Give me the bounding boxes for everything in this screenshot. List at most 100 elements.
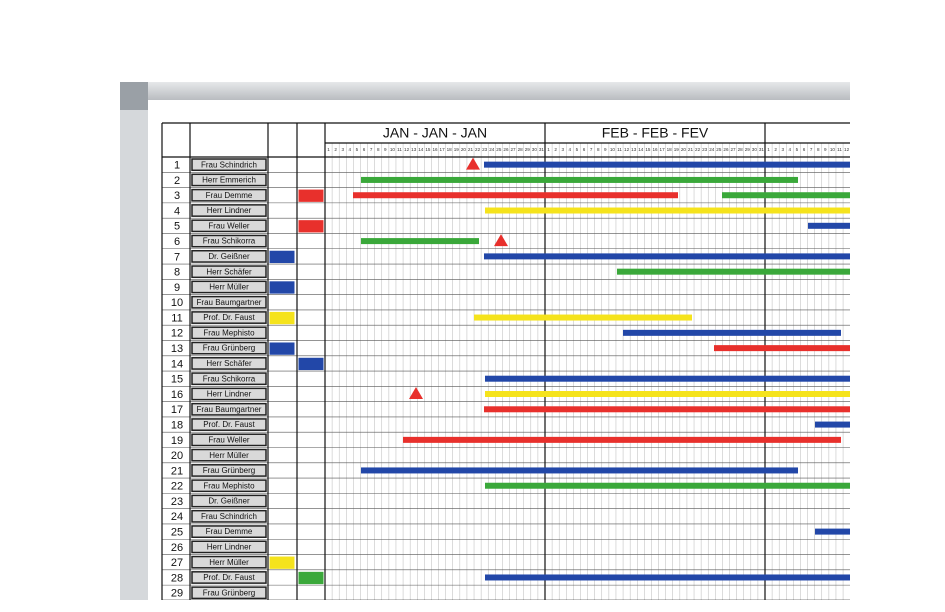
day-label: 10	[830, 147, 836, 152]
marker-block	[269, 556, 295, 569]
row-number: 12	[171, 328, 183, 340]
day-label: 2	[334, 147, 337, 152]
strip	[485, 375, 850, 382]
row-number: 26	[171, 542, 183, 554]
name-plate	[191, 494, 267, 508]
row-name: Frau Grünberg	[203, 588, 255, 597]
day-label: 9	[384, 147, 387, 152]
day-label: 24	[489, 147, 495, 152]
day-label: 27	[731, 147, 737, 152]
day-label: 5	[576, 147, 579, 152]
name-plate	[191, 479, 267, 493]
frame-corner	[120, 82, 148, 110]
strip	[361, 176, 798, 183]
name-plate	[191, 433, 267, 447]
day-label: 19	[674, 147, 680, 152]
name-plate	[191, 249, 267, 263]
frame-top	[120, 82, 850, 100]
strip	[484, 406, 850, 413]
row-name: Frau Schindrich	[201, 160, 257, 169]
row-number: 19	[171, 435, 183, 447]
name-plate	[191, 555, 267, 569]
day-label: 18	[667, 147, 673, 152]
day-label: 4	[349, 147, 352, 152]
marker-block	[298, 357, 324, 371]
name-plate	[191, 341, 267, 355]
row-number: 18	[171, 419, 183, 431]
day-label: 10	[610, 147, 616, 152]
name-plate	[191, 357, 267, 370]
name-plate	[191, 204, 267, 217]
marker-block	[269, 311, 295, 325]
day-label: 12	[404, 147, 410, 152]
day-label: 26	[503, 147, 509, 152]
row-name: Frau Baumgartner	[197, 405, 262, 414]
row-number: 3	[174, 190, 180, 202]
row-number: 28	[171, 572, 183, 584]
day-label: 29	[525, 147, 531, 152]
day-label: 11	[397, 147, 402, 152]
day-label: 6	[583, 147, 586, 152]
name-plate	[191, 219, 267, 233]
name-plate	[191, 525, 267, 539]
row-name: Dr. Geißner	[208, 497, 250, 506]
row-name: Herr Müller	[209, 283, 249, 292]
day-label: 23	[702, 147, 708, 152]
row-number: 16	[171, 389, 183, 401]
name-plate	[191, 571, 267, 584]
day-label: 5	[356, 147, 359, 152]
row-name: Frau Schikorra	[203, 374, 256, 383]
day-label: 29	[745, 147, 751, 152]
row-number: 23	[171, 496, 183, 508]
row-name: Frau Schikorra	[203, 237, 256, 246]
month-label: MÄR -	[855, 125, 895, 141]
day-label: 7	[810, 147, 813, 152]
row-name: Frau Grünberg	[203, 466, 255, 475]
row-name: Herr Emmerich	[202, 176, 256, 185]
day-label: 14	[418, 147, 424, 152]
row-name: Herr Lindner	[207, 390, 252, 399]
strip	[623, 329, 841, 336]
day-label: 13	[631, 147, 637, 152]
day-label: 14	[638, 147, 644, 152]
day-label: 3	[561, 147, 564, 152]
day-label: 25	[716, 147, 722, 152]
strip	[485, 574, 850, 581]
row-number: 27	[171, 557, 183, 569]
row-name: Prof. Dr. Faust	[203, 573, 255, 582]
strip	[484, 161, 850, 168]
day-label: 31	[539, 147, 545, 152]
name-plate	[191, 387, 267, 401]
strip	[815, 528, 850, 535]
marker-block	[298, 571, 324, 585]
strip	[403, 436, 841, 443]
day-label: 4	[789, 147, 792, 152]
row-name: Frau Schindrich	[201, 512, 257, 521]
strip	[617, 268, 850, 275]
day-label: 8	[817, 147, 820, 152]
row-number: 13	[171, 343, 183, 355]
name-plate	[191, 280, 267, 294]
row-number: 17	[171, 404, 183, 416]
row-number: 20	[171, 450, 183, 462]
name-plate	[191, 586, 267, 600]
name-plate	[191, 234, 267, 248]
name-plate	[191, 509, 267, 523]
name-plate	[191, 265, 267, 279]
row-number: 2	[174, 175, 180, 187]
row-name: Frau Demme	[206, 191, 253, 200]
day-label: 11	[617, 147, 622, 152]
day-label: 9	[824, 147, 827, 152]
strip	[361, 467, 798, 474]
row-name: Frau Mephisto	[203, 328, 255, 337]
marker-block	[298, 189, 324, 202]
row-number: 11	[171, 312, 182, 324]
day-label: 6	[363, 147, 366, 152]
day-label: 20	[461, 147, 467, 152]
day-label: 16	[652, 147, 658, 152]
day-label: 7	[590, 147, 593, 152]
day-label: 22	[475, 147, 481, 152]
name-plate	[191, 188, 267, 202]
day-label: 3	[341, 147, 344, 152]
